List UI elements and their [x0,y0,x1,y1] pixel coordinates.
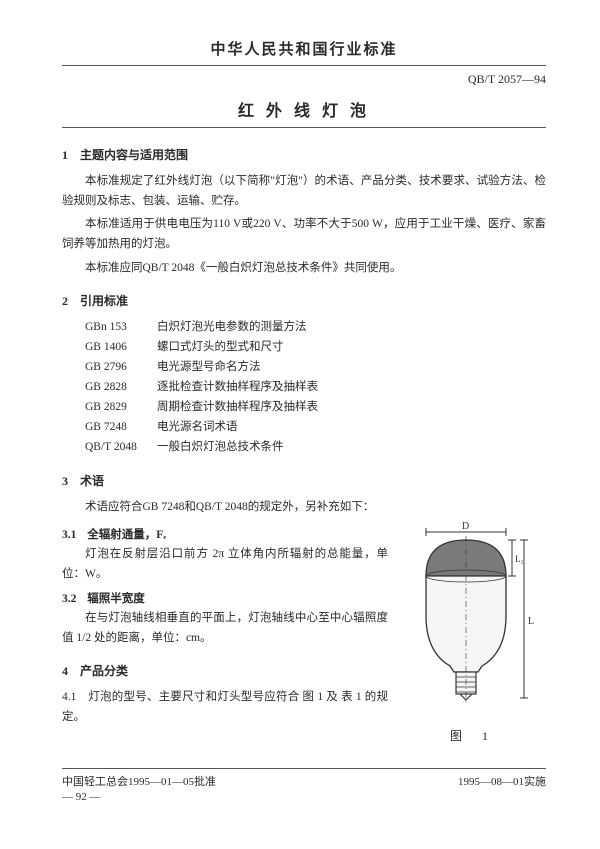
figure-1: D L L₁ [396,520,546,744]
section-1-p3: 本标准应同QB/T 2048《一般白炽灯泡总技术条件》共同使用。 [62,258,546,278]
reference-list: GBn 153白炽灯泡光电参数的测量方法 GB 1406螺口式灯头的型式和尺寸 … [85,317,546,458]
sub-4-1-p: 4.1 灯泡的型号、主要尺寸和灯头型号应符合 图 1 及 表 1 的规定。 [62,687,388,727]
ref-code: GB 1406 [85,337,157,357]
ref-code: GBn 153 [85,317,157,337]
doc-number: QB/T 2057—94 [62,72,546,87]
section-1-p1: 本标准规定了红外线灯泡（以下简称"灯泡"）的术语、产品分类、技术要求、试验方法、… [62,171,546,211]
sub-num: 3.1 [62,529,87,541]
sub-3-1-head: 3.1全辐射通量，Fₑ [62,526,388,542]
section-4-head: 4 产品分类 [62,662,388,679]
section-3-head: 3 术语 [62,472,546,489]
ref-title: 电光源名词术语 [157,421,238,433]
rule-title [62,127,546,128]
section-1-p2: 本标准适用于供电电压为110 V或220 V、功率不大于500 W，应用于工业干… [62,214,546,254]
sub-txt: 辐照半宽度 [87,593,145,605]
ref-title: 逐批检查计数抽样程序及抽样表 [157,381,318,393]
section-3-p1: 术语应符合GB 7248和QB/T 2048的规定外，另补充如下： [62,497,546,517]
section-1-head: 1 主题内容与适用范围 [62,146,546,163]
reference-row: GB 2829周期检查计数抽样程序及抽样表 [85,397,546,417]
bulb-icon: D L L₁ [396,520,546,720]
footer: 中国轻工总会1995—01—05批准 1995—08—01实施 [62,768,546,789]
section-2-head: 2 引用标准 [62,292,546,309]
page-number: — 92 — [62,791,546,803]
ref-code: GB 2828 [85,377,157,397]
ref-title: 一般白炽灯泡总技术条件 [157,441,284,453]
label-l1: L₁ [515,554,524,564]
footer-right: 1995—08—01实施 [458,773,546,789]
page: 中华人民共和国行业标准 QB/T 2057—94 红 外 线 灯 泡 1 主题内… [0,0,600,823]
ref-title: 白炽灯泡光电参数的测量方法 [157,321,307,333]
label-l: L [528,616,534,627]
doc-title: 红 外 线 灯 泡 [62,97,546,121]
sub-3-1-p: 灯泡在反射层沿口前方 2π 立体角内所辐射的总能量，单位：W。 [62,544,388,584]
sub-num: 3.2 [62,593,87,605]
org-title: 中华人民共和国行业标准 [62,38,546,59]
ref-title: 螺口式灯头的型式和尺寸 [157,341,284,353]
ref-title: 电光源型号命名方法 [157,361,261,373]
sub-3-2-head: 3.2辐照半宽度 [62,590,388,606]
reference-row: GB 2796电光源型号命名方法 [85,357,546,377]
ref-code: GB 7248 [85,417,157,437]
ref-title: 周期检查计数抽样程序及抽样表 [157,401,318,413]
sub-3-2-p: 在与灯泡轴线相垂直的平面上，灯泡轴线中心至中心辐照度值 1/2 处的距离，单位：… [62,608,388,648]
footer-left: 中国轻工总会1995—01—05批准 [62,773,216,789]
ref-code: GB 2796 [85,357,157,377]
reference-row: GBn 153白炽灯泡光电参数的测量方法 [85,317,546,337]
reference-row: GB 2828逐批检查计数抽样程序及抽样表 [85,377,546,397]
figure-caption: 图 1 [396,727,546,744]
rule-top [62,65,546,66]
reference-row: GB 7248电光源名词术语 [85,417,546,437]
reference-row: GB 1406螺口式灯头的型式和尺寸 [85,337,546,357]
body-row: 3.1全辐射通量，Fₑ 灯泡在反射层沿口前方 2π 立体角内所辐射的总能量，单位… [62,520,546,744]
label-d: D [462,521,469,532]
ref-code: QB/T 2048 [85,437,157,457]
ref-code: GB 2829 [85,397,157,417]
sub-txt: 全辐射通量，Fₑ [87,529,166,541]
body-text-left: 3.1全辐射通量，Fₑ 灯泡在反射层沿口前方 2π 立体角内所辐射的总能量，单位… [62,520,388,731]
reference-row: QB/T 2048一般白炽灯泡总技术条件 [85,437,546,457]
